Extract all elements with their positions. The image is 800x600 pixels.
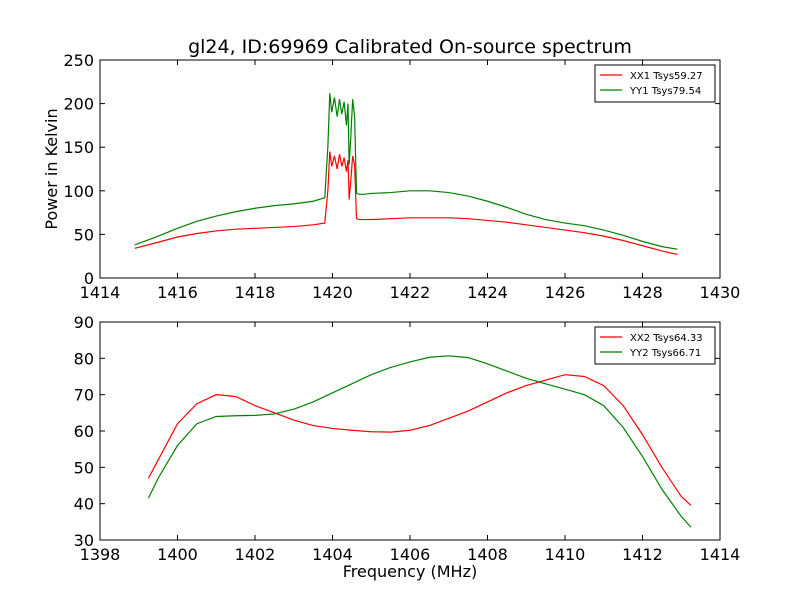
legend: XX1 Tsys59.27 YY1 Tsys79.54 [594,64,716,103]
x-tick-label: 1418 [235,283,276,302]
y-tick-label: 40 [74,495,94,514]
series-line-2 [147,355,692,528]
y-tick-label: 150 [63,138,94,157]
y-tick-label: 50 [74,225,94,244]
legend: XX2 Tsys64.33 YY2 Tsys66.71 [594,326,716,365]
series-line-1 [147,374,692,506]
chart-panel-2: 1398 1400 1402 1404 1406 1408 1410 1412 1414 30 40… [74,313,741,581]
x-tick-label: 1414 [700,545,741,564]
legend-box [594,64,716,103]
y-tick-label: 90 [74,313,94,332]
y-axis-label: Power in Kelvin [42,108,61,229]
legend-entry: YY1 Tsys79.54 [629,86,701,97]
x-tick-label: 1430 [700,283,741,302]
x-tick-label: 1398 [80,545,121,564]
x-tick-label: 1414 [80,283,121,302]
x-tick-label: 1408 [467,545,508,564]
legend-box [594,326,716,365]
y-tick-label: 80 [74,349,94,368]
y-tick-label: 50 [74,458,94,477]
series-line-2 [134,93,678,250]
x-tick-label: 1422 [390,283,431,302]
x-tick-label: 1410 [545,545,586,564]
x-tick-label: 1404 [312,545,353,564]
series-line-1 [134,151,678,256]
legend-entry: XX1 Tsys59.27 [630,71,703,82]
x-tick-label: 1416 [157,283,198,302]
x-tick-label: 1428 [622,283,663,302]
x-tick-label: 1400 [157,545,198,564]
x-tick-label: 1402 [235,545,276,564]
y-tick-label: 0 [84,269,94,288]
chart-panel-1: 1414 1416 1418 1420 1422 1424 1426 1428 1430 0 50 1… [42,51,740,302]
figure-title: gl24, ID:69969 Calibrated On-source spec… [188,36,632,58]
x-tick-label: 1420 [312,283,353,302]
x-axis-label: Frequency (MHz) [343,562,477,581]
y-tick-label: 30 [74,531,94,550]
x-tick-label: 1406 [390,545,431,564]
x-tick-label: 1412 [622,545,663,564]
y-tick-label: 200 [63,95,94,114]
x-tick-label: 1426 [545,283,586,302]
y-tick-label: 100 [63,182,94,201]
y-tick-label: 250 [63,51,94,70]
legend-entry: XX2 Tsys64.33 [630,333,703,344]
x-tick-label: 1424 [467,283,508,302]
y-tick-label: 60 [74,422,94,441]
legend-entry: YY2 Tsys66.71 [629,348,701,359]
y-tick-label: 70 [74,386,94,405]
